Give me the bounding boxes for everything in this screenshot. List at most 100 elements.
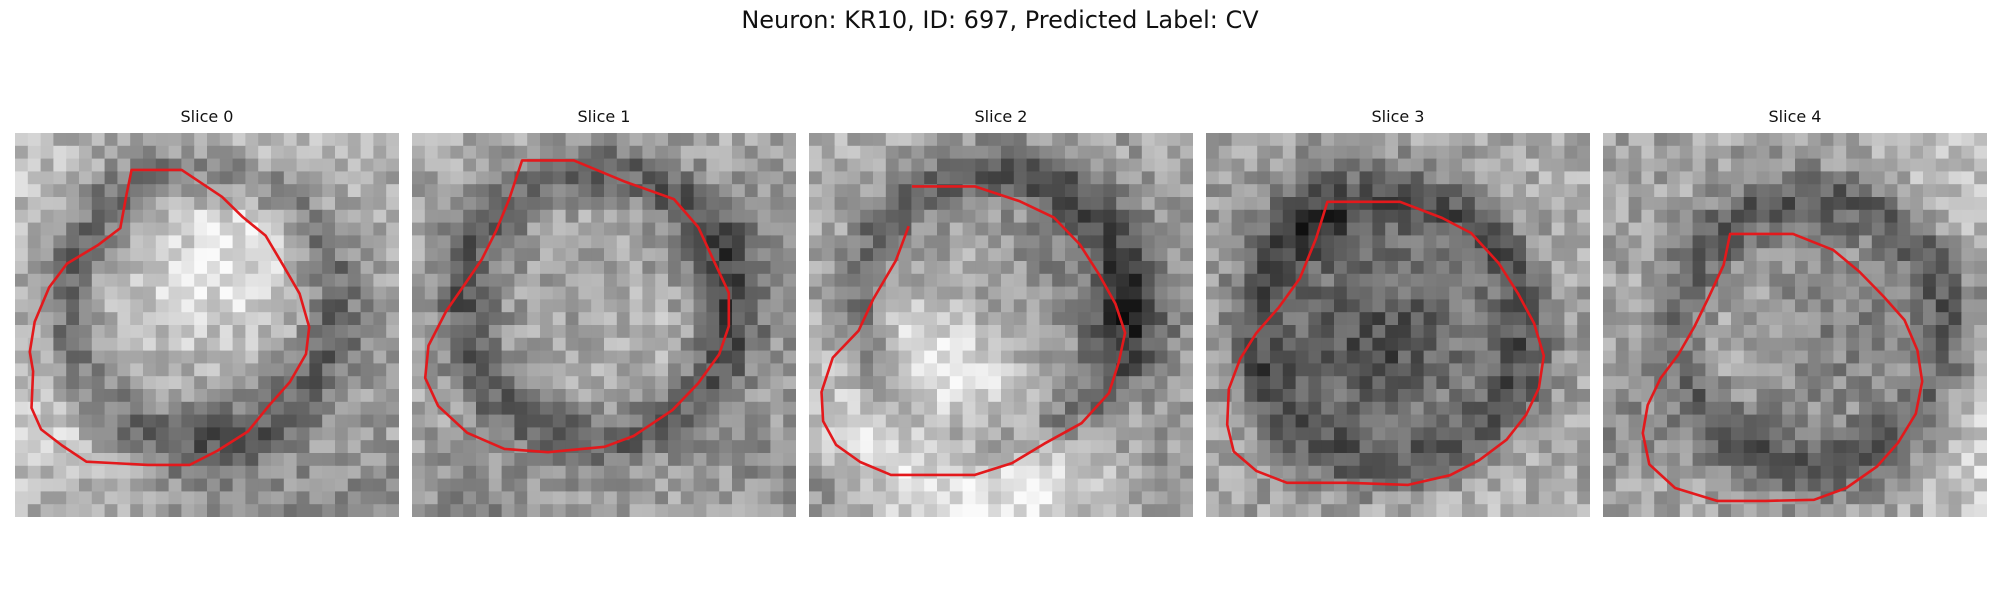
image-pixel: [488, 491, 503, 505]
image-pixel: [437, 440, 451, 454]
image-pixel: [1270, 504, 1284, 517]
image-pixel: [1052, 197, 1066, 211]
image-pixel: [655, 491, 669, 505]
image-pixel: [962, 273, 976, 288]
image-pixel: [1013, 504, 1028, 517]
image-pixel: [91, 286, 106, 300]
image-pixel: [693, 273, 707, 288]
image-pixel: [1398, 376, 1412, 390]
image-pixel: [783, 465, 796, 480]
image-pixel: [1961, 427, 1975, 441]
image-pixel: [1462, 440, 1476, 454]
image-pixel: [1731, 261, 1745, 275]
image-pixel: [1308, 273, 1322, 288]
image-pixel: [898, 504, 912, 517]
image-pixel: [514, 337, 528, 352]
image-pixel: [360, 414, 374, 428]
image-pixel: [412, 171, 426, 185]
image-pixel: [15, 235, 29, 249]
image-pixel: [668, 133, 682, 147]
image-pixel: [322, 209, 336, 224]
image-pixel: [347, 491, 362, 505]
image-pixel: [219, 427, 234, 441]
image-pixel: [1410, 491, 1425, 505]
image-pixel: [1257, 222, 1271, 236]
image-pixel: [232, 350, 246, 364]
image-pixel: [616, 478, 631, 492]
image-pixel: [1180, 478, 1193, 492]
image-pixel: [1718, 145, 1732, 160]
image-pixel: [1398, 491, 1412, 505]
image-pixel: [1603, 427, 1617, 441]
image-pixel: [809, 376, 823, 390]
image-pixel: [1141, 235, 1156, 249]
image-pixel: [386, 273, 399, 288]
image-pixel: [309, 414, 323, 428]
image-pixel: [66, 312, 80, 326]
image-pixel: [386, 209, 399, 224]
image-pixel: [1628, 427, 1642, 441]
image-pixel: [591, 376, 605, 390]
image-pixel: [1244, 235, 1258, 249]
image-pixel: [757, 401, 771, 416]
image-pixel: [668, 299, 682, 313]
image-pixel: [373, 440, 387, 454]
image-pixel: [1270, 209, 1284, 224]
image-pixel: [424, 504, 439, 517]
image-pixel: [1001, 209, 1015, 224]
image-pixel: [1180, 171, 1193, 185]
image-pixel: [1769, 491, 1783, 505]
image-pixel: [770, 197, 784, 211]
image-pixel: [540, 504, 554, 517]
image-pixel: [373, 235, 387, 249]
image-pixel: [1257, 133, 1271, 147]
image-pixel: [873, 389, 887, 403]
image-pixel: [1026, 222, 1040, 236]
image-pixel: [1654, 350, 1668, 364]
image-pixel: [1884, 491, 1898, 505]
image-pixel: [1641, 158, 1655, 172]
image-pixel: [1052, 273, 1066, 288]
image-pixel: [181, 158, 195, 172]
image-pixel: [501, 273, 515, 288]
image-pixel: [1859, 337, 1873, 352]
image-pixel: [1321, 325, 1335, 339]
image-pixel: [194, 133, 208, 147]
image-pixel: [578, 248, 592, 262]
image-pixel: [642, 158, 656, 172]
image-pixel: [1026, 312, 1040, 326]
image-pixel: [604, 133, 618, 147]
image-pixel: [809, 261, 823, 275]
image-pixel: [104, 299, 118, 313]
image-pixel: [1244, 158, 1258, 172]
image-pixel: [1615, 299, 1630, 313]
image-pixel: [1257, 261, 1271, 275]
image-pixel: [1001, 133, 1015, 147]
image-pixel: [1257, 197, 1271, 211]
image-pixel: [386, 350, 399, 364]
image-pixel: [514, 491, 528, 505]
image-pixel: [1321, 427, 1335, 441]
image-pixel: [1705, 478, 1719, 492]
image-pixel: [155, 299, 170, 313]
image-pixel: [1295, 389, 1309, 403]
image-pixel: [1090, 222, 1104, 236]
image-pixel: [1820, 465, 1834, 480]
image-pixel: [591, 504, 605, 517]
image-pixel: [463, 248, 477, 262]
image-pixel: [578, 504, 592, 517]
image-pixel: [412, 337, 426, 352]
image-pixel: [1756, 286, 1770, 300]
image-pixel: [757, 465, 771, 480]
image-pixel: [809, 145, 823, 160]
image-pixel: [296, 504, 310, 517]
image-pixel: [1961, 453, 1975, 467]
image-pixel: [1692, 145, 1706, 160]
image-pixel: [79, 491, 93, 505]
image-pixel: [757, 286, 771, 300]
image-pixel: [706, 465, 720, 480]
image-pixel: [283, 337, 298, 352]
image-pixel: [40, 491, 54, 505]
image-pixel: [1679, 363, 1694, 377]
image-pixel: [1372, 414, 1386, 428]
